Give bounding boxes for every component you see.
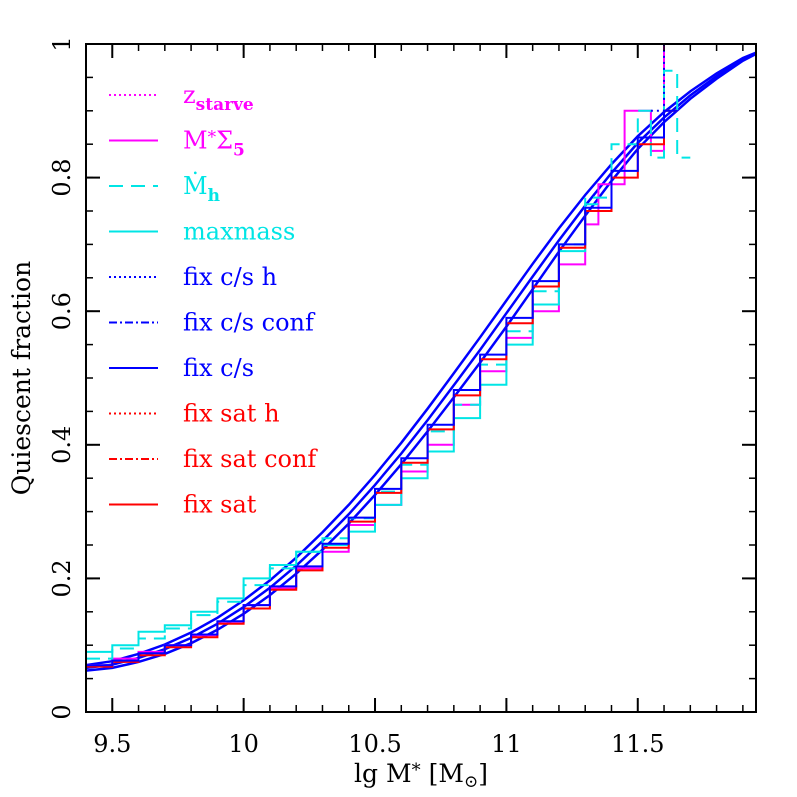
legend-entry: fix c/s conf: [109, 309, 316, 337]
axis-ticks: [85, 43, 756, 713]
legend-entry: fix sat: [109, 491, 257, 519]
legend-label: Ṁh: [183, 171, 220, 206]
x-axis-label-unit-open: [M: [429, 759, 464, 788]
y-tick-label: 0.8: [48, 159, 76, 197]
legend: zstarve M*Σ5 Ṁh maxmass fix c/s h fix c/s con…: [109, 81, 318, 519]
legend-label-part: fix c/s: [183, 354, 254, 382]
series-line-4: [86, 203, 599, 653]
legend-label-part: h: [208, 186, 220, 206]
x-tick-label: 11.5: [611, 730, 664, 758]
legend-entry: zstarve: [109, 81, 254, 115]
legend-label-part: Ṁ: [183, 171, 208, 200]
legend-label: fix sat h: [183, 400, 280, 428]
y-tick-label: 0: [48, 704, 76, 719]
x-axis-label-main: lg M: [354, 759, 412, 788]
legend-label: fix sat conf: [183, 445, 318, 473]
legend-label-part: M: [183, 127, 208, 155]
x-axis-label-sub: *: [412, 760, 421, 781]
series-line-3: [86, 44, 691, 667]
legend-label-part: Σ: [216, 127, 233, 155]
legend-label-part: maxmass: [183, 218, 295, 246]
legend-label-part: starve: [196, 95, 254, 115]
x-tick-label: 11: [491, 730, 522, 758]
sun-symbol-icon: ⊙: [464, 772, 478, 792]
legend-label-part: fix c/s h: [183, 263, 277, 291]
series-line-2: [86, 51, 756, 667]
series-line-7: [86, 109, 678, 667]
legend-entry: maxmass: [109, 218, 295, 246]
legend-entry: fix sat h: [109, 400, 280, 428]
legend-label-part: fix c/s conf: [183, 309, 316, 337]
series-line-1: [86, 52, 756, 670]
legend-entry: fix c/s: [109, 354, 254, 382]
legend-entry: fix c/s h: [109, 263, 277, 291]
series-line-5: [86, 69, 691, 660]
y-tick-label: 0.6: [48, 292, 76, 330]
y-tick-label: 0.2: [48, 559, 76, 597]
legend-label-part: fix sat: [183, 491, 257, 519]
legend-label: fix c/s h: [183, 263, 277, 291]
data-layer: [86, 44, 756, 672]
legend-label: fix c/s: [183, 354, 254, 382]
legend-label: fix sat: [183, 491, 257, 519]
x-tick-label: 10.5: [348, 730, 401, 758]
y-axis-label: Quiescent fraction: [7, 261, 36, 495]
legend-label-part: *: [208, 128, 217, 148]
y-tick-label: 1: [48, 36, 76, 51]
legend-label: zstarve: [183, 81, 254, 115]
legend-entry: Ṁh: [109, 171, 220, 206]
legend-label-part: fix sat h: [183, 400, 280, 428]
legend-label-part: fix sat conf: [183, 445, 318, 473]
legend-entry: M*Σ5: [109, 127, 245, 161]
legend-entry: fix sat conf: [109, 445, 318, 473]
y-tick-label: 0.4: [48, 426, 76, 464]
legend-label: fix c/s conf: [183, 309, 316, 337]
tick-labels: 9.5 10 10.5 11 11.5 0 0.2 0.4 0.6 0.8 1: [48, 36, 664, 758]
x-axis-label-unit-close: ]: [478, 759, 488, 788]
x-axis-label: lg M* [M⊙]: [354, 759, 488, 792]
legend-label-part: 5: [233, 141, 245, 161]
series-line-6: [86, 109, 678, 668]
legend-label: M*Σ5: [183, 127, 245, 161]
x-tick-label: 10: [228, 730, 259, 758]
legend-label: maxmass: [183, 218, 295, 246]
legend-label-part: z: [183, 81, 196, 109]
x-tick-label: 9.5: [93, 730, 131, 758]
